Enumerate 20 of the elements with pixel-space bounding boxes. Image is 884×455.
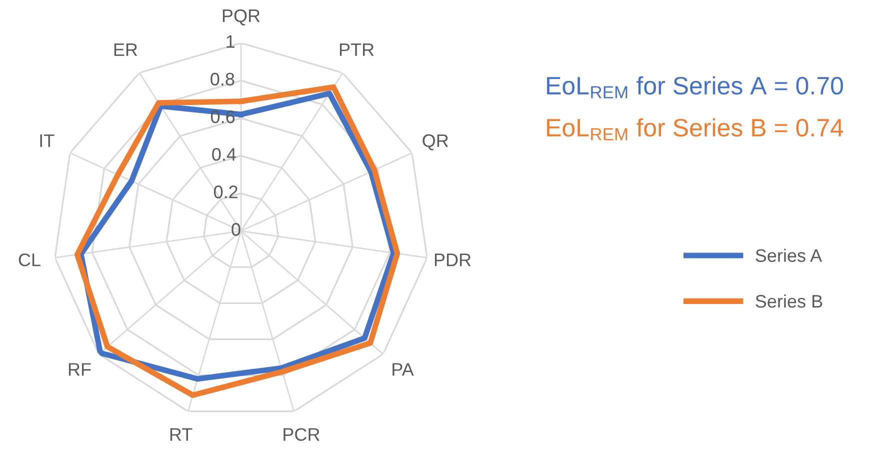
y-tick-label: 0.4 <box>212 148 236 161</box>
text: EoL$_{REM}$ for Series B = 0.74 <box>547 118 844 140</box>
spoke-label: RF <box>68 363 91 376</box>
y-tick-label: 0.2 <box>214 186 238 198</box>
y-tick-label: 1 <box>226 35 234 48</box>
spoke-label: CL <box>18 253 40 266</box>
text: EoL$_{REM}$ for Series A = 0.70 <box>547 76 843 98</box>
spoke-label: RT <box>170 428 192 441</box>
spoke-label: QR <box>422 134 448 150</box>
legend-label: Series A <box>756 248 822 262</box>
spoke-label: PTR <box>340 43 374 56</box>
y-tick-label: 0 <box>232 223 240 236</box>
legend-label: Series B <box>756 294 822 308</box>
spoke-label: PQR <box>222 9 260 26</box>
spoke-label: IT <box>40 134 54 147</box>
spoke-label: PDR <box>434 254 471 266</box>
spoke-label: PA <box>392 363 414 376</box>
y-tick-label: 0.8 <box>210 72 234 86</box>
spoke-label: ER <box>114 43 138 56</box>
spoke-label: PCR <box>284 428 320 441</box>
